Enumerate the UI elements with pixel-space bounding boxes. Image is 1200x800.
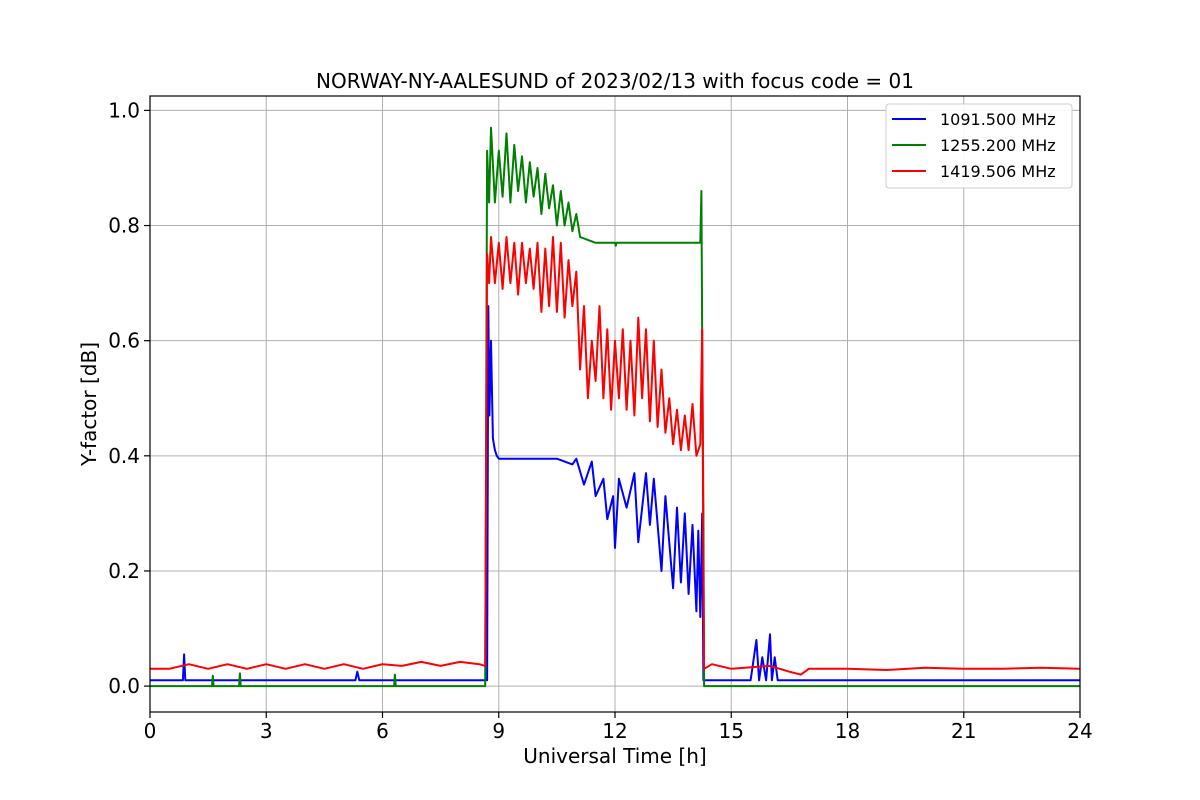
- x-tick-label: 6: [376, 719, 389, 743]
- x-tick-label: 12: [602, 719, 627, 743]
- x-tick-label: 9: [492, 719, 505, 743]
- y-tick-label: 0.2: [108, 559, 140, 583]
- y-tick-label: 1.0: [108, 98, 140, 122]
- x-tick-label: 24: [1067, 719, 1092, 743]
- legend-label: 1255.200 MHz: [940, 136, 1056, 155]
- series-line-3: [150, 236, 1081, 676]
- series-lines: [150, 126, 1081, 688]
- y-tick-label: 0.8: [108, 214, 140, 238]
- legend: 1091.500 MHz 1255.200 MHz 1419.506 MHz: [885, 103, 1073, 189]
- x-tick-label: 18: [835, 719, 860, 743]
- chart-title: NORWAY-NY-AALESUND of 2023/02/13 with fo…: [316, 69, 914, 93]
- x-tick-label: 21: [951, 719, 976, 743]
- x-tick-label: 15: [719, 719, 744, 743]
- y-tick-label: 0.4: [108, 444, 140, 468]
- axis-ticks: 0 3 6 9 12 15 18 21 24 0.0 0.2 0.4 0.6 0.8 1.0: [108, 98, 1093, 743]
- y-tick-label: 0.6: [108, 329, 140, 353]
- x-tick-label: 0: [144, 719, 157, 743]
- legend-label: 1419.506 MHz: [940, 162, 1056, 181]
- y-axis-label: Y-factor [dB]: [77, 342, 101, 467]
- legend-label: 1091.500 MHz: [940, 110, 1056, 129]
- series-line-2: [150, 126, 1080, 688]
- x-axis-label: Universal Time [h]: [523, 744, 706, 768]
- y-tick-label: 0.0: [108, 674, 140, 698]
- x-tick-label: 3: [260, 719, 273, 743]
- legend-box: [885, 103, 1073, 189]
